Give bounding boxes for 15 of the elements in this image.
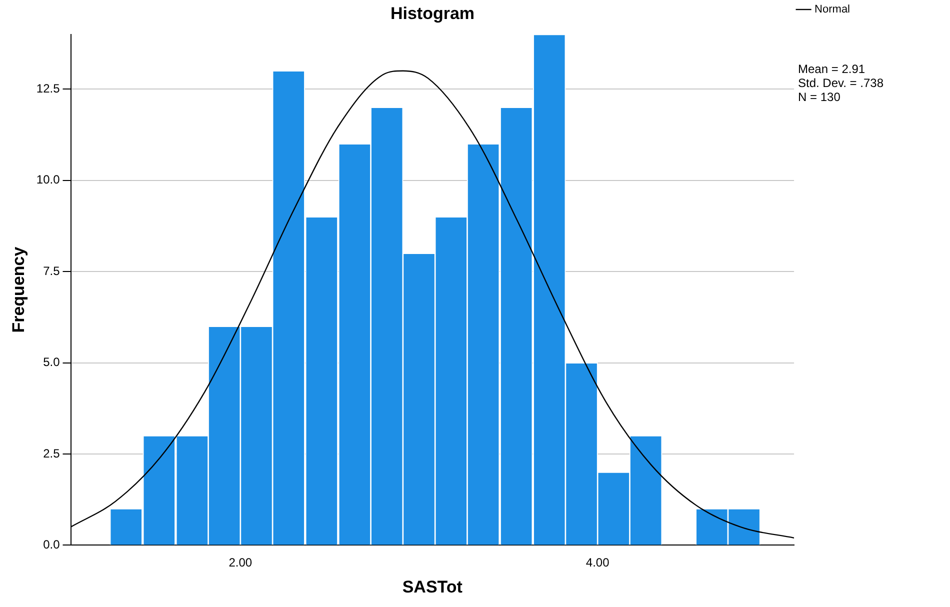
y-tick-label: 2.5 — [43, 446, 60, 460]
y-tick-label: 10.0 — [36, 172, 60, 187]
x-tick-label: 2.00 — [228, 556, 252, 570]
text: Mean = 2.91 — [798, 62, 866, 76]
y-tick-label: 12.5 — [36, 81, 60, 96]
legend-label: Normal — [814, 4, 850, 16]
y-tick-label: 5.0 — [43, 355, 60, 370]
y-tick-label: 7.5 — [43, 264, 60, 278]
y-tick-label: 0.0 — [43, 538, 60, 552]
text: N = 130 — [798, 90, 842, 104]
y-axis-title: Frequency — [8, 246, 28, 333]
text: Std. Dev. = .738 — [798, 76, 884, 90]
x-axis-title: SASTot — [402, 577, 463, 596]
x-tick-label: 4.00 — [586, 556, 610, 570]
chart-title: Histogram — [390, 4, 475, 23]
